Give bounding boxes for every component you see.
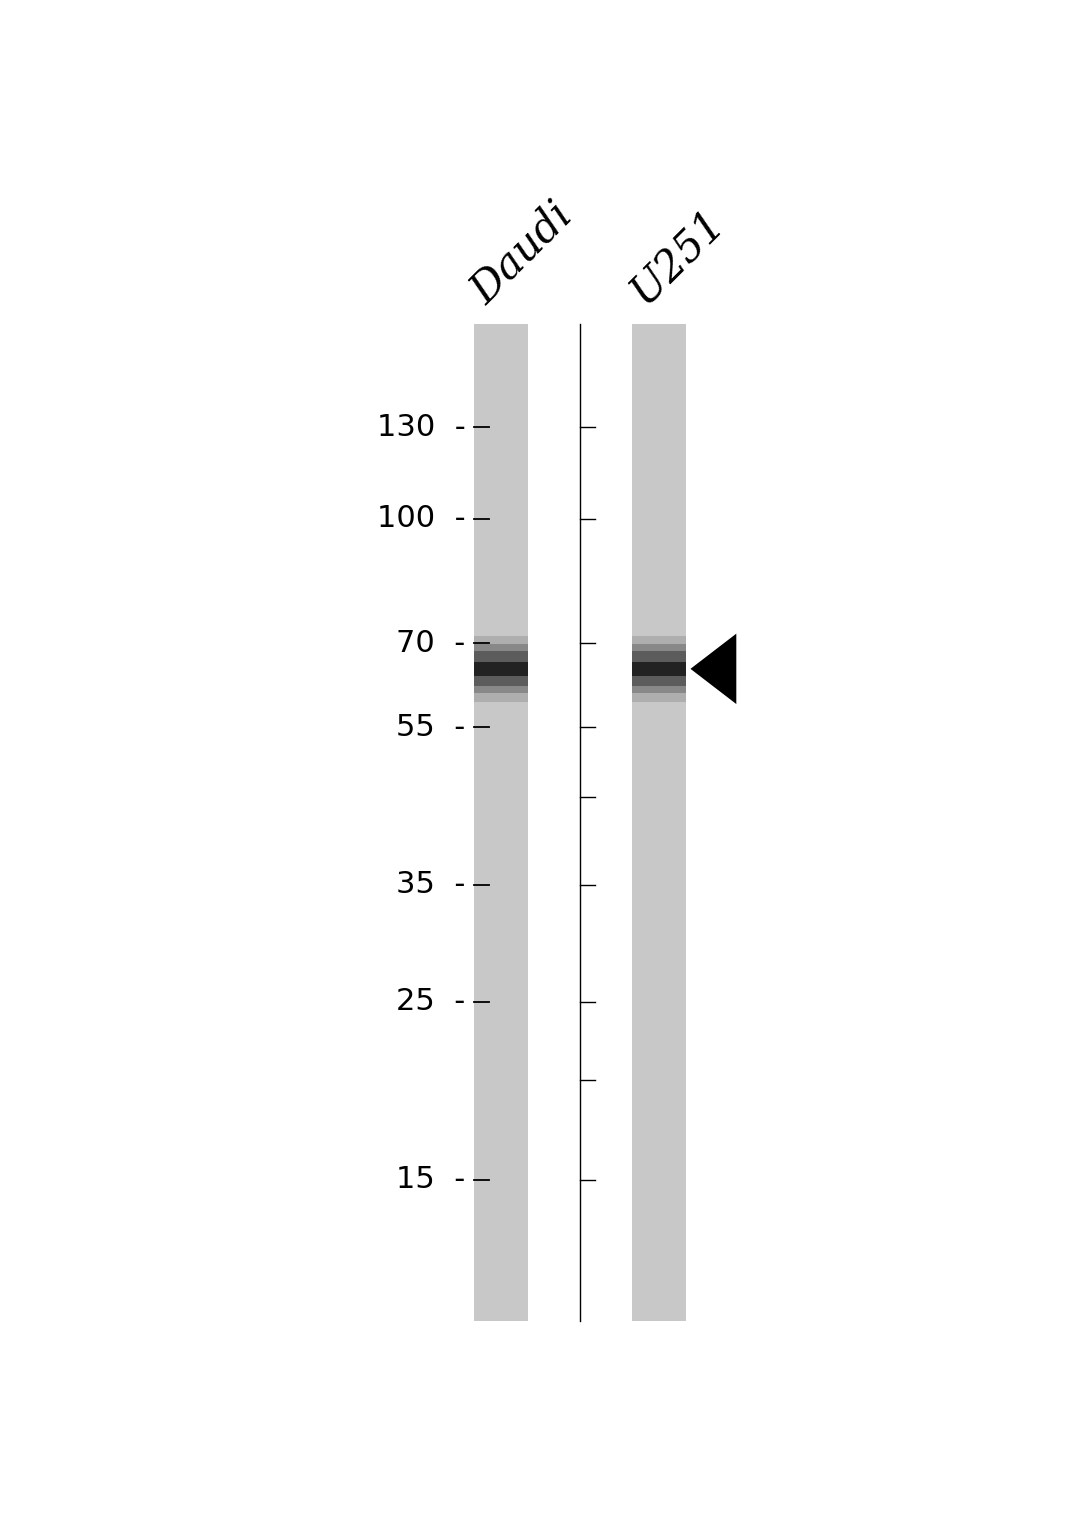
- Bar: [632, 636, 686, 701]
- Text: 70  -: 70 -: [397, 628, 465, 657]
- Bar: [474, 323, 528, 1321]
- Polygon shape: [690, 634, 736, 704]
- Text: 15  -: 15 -: [397, 1166, 465, 1195]
- Bar: [474, 651, 528, 686]
- Bar: [632, 323, 686, 1321]
- Bar: [632, 651, 686, 686]
- Text: U251: U251: [621, 201, 732, 312]
- Bar: [474, 661, 528, 675]
- Bar: [632, 661, 686, 675]
- Bar: [632, 645, 686, 693]
- Text: Daudi: Daudi: [463, 194, 580, 312]
- Text: 55  -: 55 -: [397, 713, 465, 742]
- Text: 130  -: 130 -: [377, 413, 465, 442]
- Bar: [474, 636, 528, 701]
- Text: 100  -: 100 -: [377, 504, 465, 533]
- Text: 35  -: 35 -: [397, 870, 465, 899]
- Bar: [474, 645, 528, 693]
- Text: 25  -: 25 -: [397, 988, 465, 1017]
